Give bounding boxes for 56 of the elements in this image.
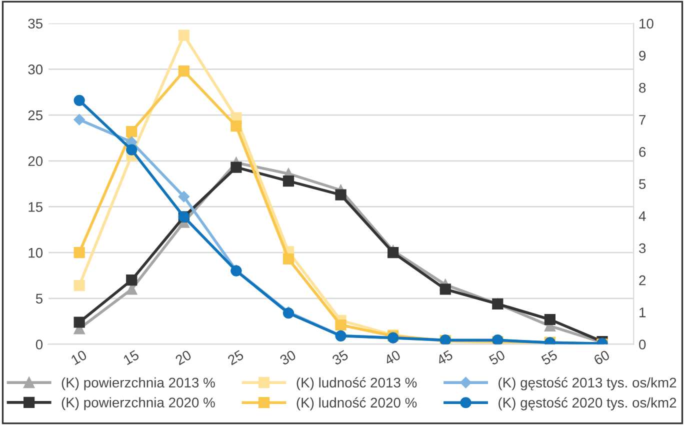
legend-label: (K) gęstość 2013 tys. os/km2 — [498, 377, 676, 390]
point — [126, 274, 138, 286]
point — [282, 176, 294, 187]
x-tick-label: 60 — [593, 350, 610, 366]
y2-tick-label: 0 — [639, 340, 646, 350]
point — [74, 114, 85, 126]
point — [74, 280, 85, 292]
x-tick-label: 25 — [227, 350, 244, 366]
y-tick-label: 10 — [28, 248, 43, 258]
point — [74, 94, 85, 106]
point — [282, 253, 294, 265]
x-tick-label: 50 — [488, 350, 506, 366]
y2-tick-label: 2 — [639, 275, 646, 286]
point — [74, 316, 85, 328]
x-tick-label: 15 — [122, 350, 140, 366]
point — [440, 284, 451, 295]
point — [335, 189, 346, 200]
point — [544, 314, 556, 326]
y-tick-label: 5 — [36, 294, 43, 304]
x-tick-label: 30 — [279, 350, 297, 366]
y-tick-label: 0 — [36, 340, 43, 350]
y2-tick-label: 8 — [639, 82, 646, 93]
x-tick-label: 40 — [384, 350, 402, 366]
y2-tick-label: 9 — [639, 50, 646, 61]
x-tick-label: 55 — [540, 350, 558, 366]
point — [230, 162, 242, 173]
point — [335, 319, 346, 331]
y-tick-label: 30 — [28, 64, 43, 74]
y-tick-label: 25 — [28, 110, 43, 120]
point — [74, 247, 85, 258]
point — [230, 120, 242, 132]
y2-tick-label: 6 — [639, 147, 646, 157]
y2-tick-label: 5 — [639, 179, 646, 189]
x-tick-label: 45 — [436, 350, 454, 366]
x-tick-label: 35 — [332, 350, 349, 366]
y2-tick-label: 4 — [638, 211, 646, 221]
legend-label: (K) ludność 2013 % — [296, 377, 417, 390]
y-tick-label: 35 — [28, 18, 43, 29]
legend-label: (K) powierzchnia 2020 % — [62, 397, 215, 410]
legend-label: (K) ludność 2020 % — [296, 397, 417, 410]
y2-tick-label: 10 — [640, 18, 654, 29]
point — [126, 144, 138, 156]
point — [388, 247, 399, 258]
y-tick-label: 15 — [28, 202, 43, 212]
x-tick-label: 20 — [174, 350, 192, 366]
y2-tick-label: 7 — [639, 115, 646, 125]
point — [178, 65, 190, 77]
point — [178, 191, 190, 202]
point — [178, 30, 190, 41]
legend-label: (K) gęstość 2020 tys. os/km2 — [498, 397, 676, 410]
legend-label: (K) powierzchnia 2013 % — [62, 377, 215, 390]
x-tick-label: 10 — [70, 350, 88, 366]
point — [126, 126, 138, 138]
y-tick-label: 20 — [28, 156, 43, 166]
y2-tick-label: 3 — [639, 243, 646, 254]
y2-tick-label: 1 — [640, 308, 646, 318]
